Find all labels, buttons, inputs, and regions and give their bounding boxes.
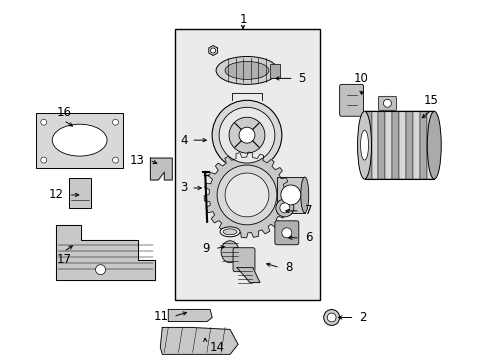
Circle shape — [212, 100, 281, 170]
Bar — [427, 111, 433, 179]
Ellipse shape — [223, 229, 237, 235]
Text: 1: 1 — [239, 13, 246, 26]
FancyBboxPatch shape — [378, 96, 396, 110]
Polygon shape — [56, 225, 155, 280]
Bar — [371, 111, 378, 179]
Circle shape — [239, 127, 254, 143]
Bar — [385, 111, 392, 179]
Text: 2: 2 — [359, 311, 366, 324]
Ellipse shape — [216, 57, 277, 84]
Text: 15: 15 — [423, 94, 438, 107]
Circle shape — [41, 119, 47, 125]
Ellipse shape — [357, 111, 371, 179]
Circle shape — [326, 313, 335, 322]
FancyBboxPatch shape — [274, 221, 298, 245]
Circle shape — [280, 185, 300, 205]
Text: 7: 7 — [304, 204, 312, 217]
Text: 10: 10 — [353, 72, 368, 85]
Bar — [269, 64, 279, 78]
Text: 4: 4 — [180, 134, 187, 147]
Circle shape — [383, 99, 390, 107]
Circle shape — [228, 117, 264, 153]
Polygon shape — [208, 45, 217, 55]
Ellipse shape — [300, 177, 308, 213]
Text: 8: 8 — [285, 261, 292, 274]
Circle shape — [95, 265, 105, 275]
Ellipse shape — [220, 227, 240, 237]
Circle shape — [219, 107, 274, 163]
FancyBboxPatch shape — [233, 248, 254, 272]
Text: 9: 9 — [202, 242, 210, 255]
Ellipse shape — [52, 124, 107, 156]
Polygon shape — [237, 268, 260, 283]
Bar — [399, 111, 406, 179]
Ellipse shape — [221, 241, 239, 263]
Polygon shape — [150, 158, 172, 180]
Ellipse shape — [360, 130, 368, 160]
Polygon shape — [168, 310, 212, 321]
Circle shape — [279, 203, 289, 213]
Circle shape — [217, 165, 276, 225]
Text: 13: 13 — [129, 154, 144, 167]
Bar — [420, 111, 427, 179]
Bar — [68, 178, 90, 208]
Circle shape — [281, 228, 291, 238]
Circle shape — [112, 119, 118, 125]
Bar — [175, 28, 319, 300]
Ellipse shape — [427, 111, 440, 179]
Circle shape — [323, 310, 339, 325]
Circle shape — [224, 173, 268, 217]
Text: 6: 6 — [304, 231, 312, 244]
Polygon shape — [204, 152, 289, 238]
Bar — [36, 113, 123, 168]
FancyBboxPatch shape — [339, 84, 363, 116]
Bar — [364, 111, 371, 179]
Text: 14: 14 — [210, 341, 224, 354]
Bar — [276, 177, 304, 213]
Ellipse shape — [224, 62, 268, 80]
Circle shape — [210, 48, 215, 53]
Text: 12: 12 — [49, 188, 63, 202]
Text: 11: 11 — [153, 310, 168, 323]
Bar — [364, 111, 433, 179]
Circle shape — [275, 199, 293, 217]
Bar — [406, 111, 412, 179]
Text: 16: 16 — [56, 106, 71, 119]
Text: 5: 5 — [297, 72, 305, 85]
Circle shape — [112, 157, 118, 163]
Circle shape — [41, 157, 47, 163]
Polygon shape — [160, 328, 238, 354]
Text: 3: 3 — [180, 181, 187, 194]
Bar — [392, 111, 399, 179]
Text: 17: 17 — [56, 253, 71, 266]
Bar — [412, 111, 420, 179]
Bar — [378, 111, 385, 179]
